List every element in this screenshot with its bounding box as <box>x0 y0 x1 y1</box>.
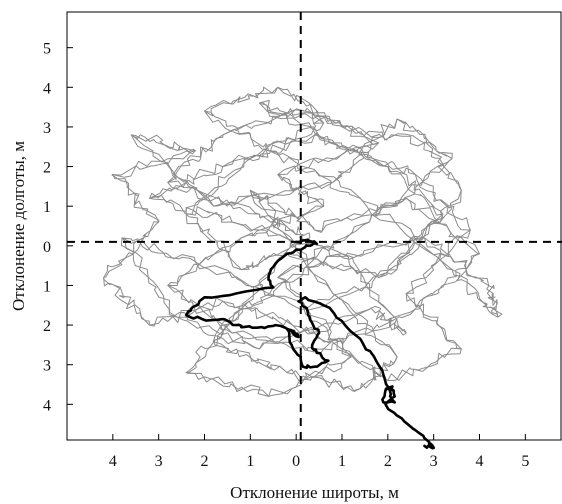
reference-lines <box>67 12 562 440</box>
x-tick-label: 0 <box>292 453 300 470</box>
x-tick-label: 2 <box>384 453 392 470</box>
gray-trajectories <box>103 86 503 397</box>
x-tick-label: 4 <box>476 453 484 470</box>
x-tick-label: 4 <box>109 453 117 470</box>
y-tick-label: 1 <box>43 278 51 295</box>
x-axis-ticks: 4 3 2 1 0 1 2 3 4 5 <box>109 434 529 470</box>
y-tick-label: 2 <box>43 318 51 335</box>
x-tick-label: 1 <box>338 453 346 470</box>
y-tick-label: 3 <box>43 120 51 137</box>
y-axis-ticks: 4 3 2 1 0 1 2 3 4 5 <box>43 41 73 414</box>
y-tick-label: 0 <box>43 239 51 256</box>
gray-track-path <box>103 86 503 397</box>
black-track-path <box>184 238 435 450</box>
y-tick-label: 1 <box>43 199 51 216</box>
y-tick-label: 5 <box>43 41 51 58</box>
x-axis-label: Отклонение широты, м <box>230 483 399 502</box>
y-tick-label: 2 <box>43 160 51 177</box>
x-tick-label: 3 <box>155 453 163 470</box>
x-tick-label: 3 <box>430 453 438 470</box>
x-tick-label: 1 <box>246 453 254 470</box>
black-trajectory <box>184 238 435 450</box>
x-tick-label: 5 <box>521 453 529 470</box>
x-tick-label: 2 <box>201 453 209 470</box>
y-axis-label: Отклонение долготы, м <box>9 141 28 311</box>
y-tick-label: 4 <box>43 397 51 414</box>
y-tick-label: 4 <box>43 80 51 97</box>
plot-frame <box>66 11 562 441</box>
y-tick-label: 3 <box>43 358 51 375</box>
